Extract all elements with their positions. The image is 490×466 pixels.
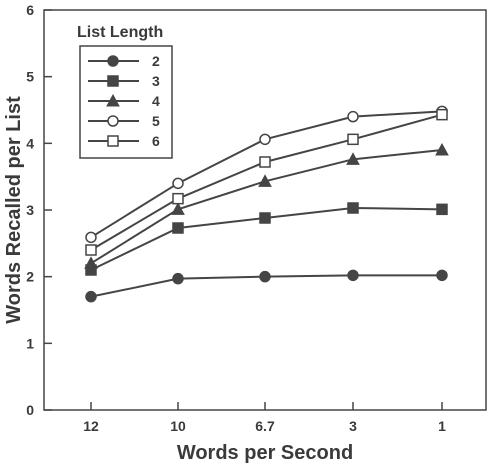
y-tick-label: 6 [26, 2, 34, 18]
data-point [85, 244, 97, 256]
data-point [85, 231, 97, 244]
legend: List Length 2 3 4 5 6 [77, 24, 173, 159]
y-tick-label: 1 [26, 335, 34, 351]
x-tick-label: 10 [170, 418, 186, 434]
y-tick-label: 5 [26, 69, 34, 85]
x-tick-label: 12 [83, 418, 99, 434]
series-3 [85, 202, 448, 276]
data-point [259, 133, 271, 146]
data-point [259, 156, 271, 168]
legend-entries: 2 3 4 5 6 [88, 53, 160, 149]
series-layer [84, 105, 449, 303]
legend-marker [106, 93, 120, 107]
legend-marker [107, 115, 119, 127]
legend-label: 5 [152, 113, 160, 129]
legend-label: 2 [152, 53, 160, 69]
series-6 [85, 108, 448, 256]
legend-marker [107, 55, 119, 67]
legend-label: 4 [152, 93, 160, 109]
y-tick-label: 3 [26, 202, 34, 218]
y-axis-title: Words Recalled per List [3, 96, 25, 324]
data-point [436, 269, 448, 282]
data-point [436, 108, 448, 121]
y-tick-label: 4 [26, 135, 34, 151]
x-tick-label: 1 [438, 418, 446, 434]
legend-entry-3: 3 [88, 73, 160, 89]
legend-title: List Length [77, 24, 163, 41]
data-point [172, 177, 184, 190]
data-point [85, 290, 97, 303]
legend-entry-6: 6 [88, 133, 160, 149]
data-point [259, 270, 271, 283]
series-4 [84, 142, 449, 269]
data-point [346, 152, 360, 165]
data-point [172, 192, 184, 205]
y-tick-label: 2 [26, 269, 34, 285]
x-tick-label: 6.7 [255, 418, 275, 434]
data-point [347, 202, 359, 214]
x-tick-label: 3 [349, 418, 357, 434]
data-point [258, 174, 272, 187]
y-tick-label: 0 [26, 402, 34, 418]
data-point [259, 212, 271, 224]
legend-label: 6 [152, 133, 160, 149]
legend-entry-4: 4 [88, 93, 160, 109]
legend-entry-5: 5 [88, 113, 160, 129]
data-point [436, 203, 448, 216]
data-point [435, 142, 449, 156]
data-point [347, 133, 359, 146]
legend-marker [107, 75, 119, 87]
data-point [171, 202, 185, 215]
series-2 [85, 269, 448, 303]
data-point [347, 110, 359, 123]
data-point [347, 269, 359, 282]
legend-label: 3 [152, 73, 160, 89]
x-axis: 12 10 6.7 3 1 [83, 402, 446, 434]
legend-marker [107, 135, 119, 147]
x-axis-title: Words per Second [177, 442, 353, 464]
data-point [84, 256, 98, 269]
legend-entry-2: 2 [88, 53, 160, 69]
data-point [172, 222, 184, 234]
data-point [172, 272, 184, 285]
y-axis: 0 1 2 3 4 5 6 [26, 2, 52, 418]
